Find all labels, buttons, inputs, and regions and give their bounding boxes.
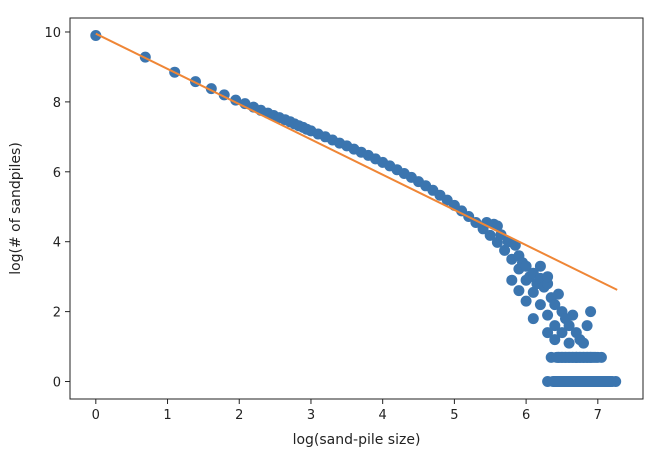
x-tick-label: 6 [522, 408, 530, 423]
data-point [549, 320, 561, 332]
x-tick-label: 7 [594, 408, 602, 423]
data-point [585, 306, 597, 318]
data-point-band [551, 351, 602, 363]
data-point [542, 271, 554, 283]
y-tick-label: 2 [53, 306, 61, 321]
data-point [513, 285, 525, 297]
data-point [581, 320, 593, 332]
y-tick-label: 0 [53, 376, 61, 391]
plot-frame [69, 17, 644, 400]
data-point [556, 327, 568, 339]
data-point [542, 309, 554, 321]
data-point [552, 288, 564, 300]
data-point [527, 286, 539, 298]
x-tick-label: 0 [92, 408, 100, 423]
y-tick-label: 8 [53, 96, 61, 111]
data-point [534, 260, 546, 272]
x-axis-ticks: 0 1 2 3 4 5 6 7 [92, 399, 602, 423]
y-tick-label: 6 [53, 166, 61, 181]
scatter-points [90, 30, 622, 387]
data-point [563, 320, 575, 332]
data-point [484, 229, 496, 241]
data-point [549, 299, 561, 311]
data-point [542, 327, 554, 339]
data-point-band [547, 376, 616, 387]
data-point [563, 337, 575, 349]
data-point [549, 334, 561, 346]
fit-line [95, 32, 618, 291]
fit-line-layer [95, 32, 618, 291]
y-tick-label: 10 [44, 26, 61, 41]
x-tick-label: 2 [235, 408, 243, 423]
data-point [578, 337, 589, 349]
data-point [527, 313, 539, 325]
data-point [509, 239, 521, 251]
data-point [534, 299, 546, 311]
y-axis-label: log(# of sandpiles) [8, 142, 24, 275]
data-point [90, 30, 102, 41]
data-point [506, 274, 518, 286]
data-point [499, 244, 511, 256]
y-axis-ticks: 0 2 4 6 8 10 [44, 26, 70, 391]
data-point [520, 260, 532, 272]
x-tick-label: 4 [379, 408, 387, 423]
data-point [520, 295, 532, 307]
y-tick-label: 4 [53, 236, 61, 251]
x-tick-label: 5 [450, 408, 458, 423]
x-axis-label: log(sand-pile size) [293, 432, 421, 448]
x-tick-label: 3 [307, 408, 315, 423]
data-point [567, 309, 579, 321]
x-tick-label: 1 [163, 408, 171, 423]
